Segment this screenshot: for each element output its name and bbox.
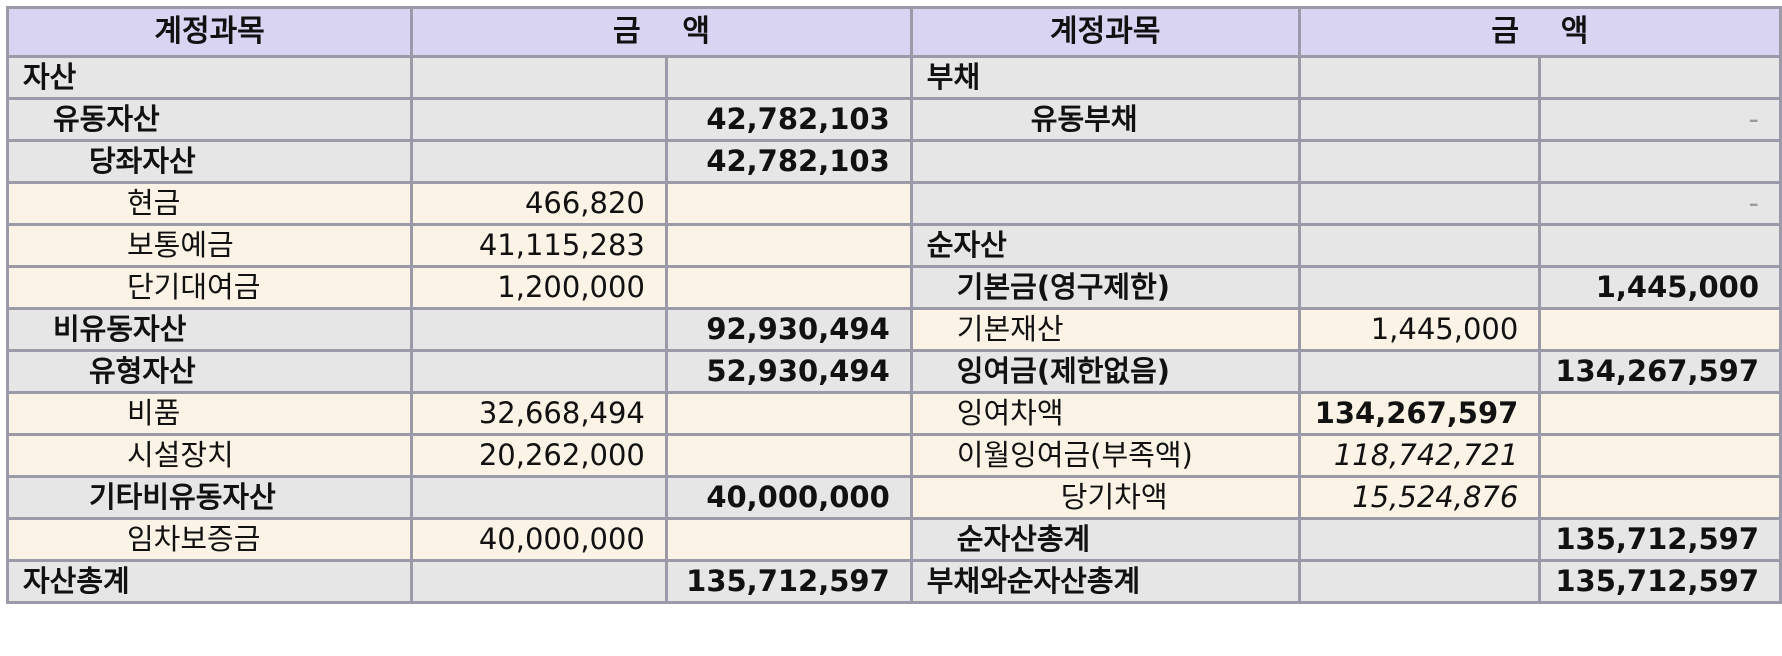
- total-amount: -: [1538, 97, 1782, 142]
- sub-amount: 118,742,721: [1297, 433, 1542, 478]
- total-amount: 135,712,597: [664, 559, 913, 604]
- total-amount: 52,930,494: [664, 349, 913, 394]
- table-row: 기타비유동자산 40,000,000 당기차액 15,524,876: [5, 475, 1782, 520]
- sub-amount: [410, 559, 668, 604]
- total-amount: [664, 181, 913, 226]
- sub-amount: [1297, 349, 1542, 394]
- total-amount: [1538, 307, 1782, 352]
- total-amount: -: [1538, 181, 1782, 226]
- total-amount: [1538, 475, 1782, 520]
- total-amount: 1,445,000: [1538, 265, 1782, 310]
- total-amount: [1538, 391, 1782, 436]
- sub-amount: [1297, 559, 1542, 604]
- right-account-header: 계정과목: [909, 6, 1301, 58]
- sub-amount: 466,820: [410, 181, 668, 226]
- sub-amount: 1,445,000: [1297, 307, 1542, 352]
- sub-amount: [1297, 139, 1542, 184]
- account-name: 잉여차액: [909, 391, 1301, 436]
- total-amount: [1538, 223, 1782, 268]
- total-amount: 92,930,494: [664, 307, 913, 352]
- table-row: 현금 466,820 -: [5, 181, 1782, 226]
- account-name: 이월잉여금(부족액): [909, 433, 1301, 478]
- sub-amount: [1297, 223, 1542, 268]
- balance-sheet-table: 계정과목 금 액 계정과목 금 액 자산 부채 유동자산 42,782,103 …: [5, 6, 1782, 604]
- right-amount-header: 금 액: [1297, 6, 1782, 58]
- account-name: 유동부채: [909, 97, 1301, 142]
- total-amount: 40,000,000: [664, 475, 913, 520]
- sub-amount: [1297, 181, 1542, 226]
- account-name: 자산총계: [5, 559, 414, 604]
- total-amount: [664, 517, 913, 562]
- account-name: 기본금(영구제한): [909, 265, 1301, 310]
- total-amount: 135,712,597: [1538, 517, 1782, 562]
- total-amount: [664, 55, 913, 100]
- account-name: 순자산총계: [909, 517, 1301, 562]
- account-name: 임차보증금: [5, 517, 414, 562]
- account-name: [909, 139, 1301, 184]
- total-amount: [1538, 139, 1782, 184]
- account-name: 순자산: [909, 223, 1301, 268]
- header-row: 계정과목 금 액 계정과목 금 액: [5, 6, 1782, 58]
- account-name: 보통예금: [5, 223, 414, 268]
- account-name: 비품: [5, 391, 414, 436]
- sub-amount: [410, 97, 668, 142]
- sub-amount: 40,000,000: [410, 517, 668, 562]
- account-name: 단기대여금: [5, 265, 414, 310]
- total-amount: [1538, 433, 1782, 478]
- table-row: 시설장치 20,262,000 이월잉여금(부족액) 118,742,721: [5, 433, 1782, 478]
- table-row: 자산 부채: [5, 55, 1782, 100]
- total-amount: 135,712,597: [1538, 559, 1782, 604]
- total-amount: [664, 265, 913, 310]
- total-amount: 42,782,103: [664, 97, 913, 142]
- sub-amount: 134,267,597: [1297, 391, 1542, 436]
- total-amount: [664, 223, 913, 268]
- account-name: 유형자산: [5, 349, 414, 394]
- account-name: [909, 181, 1301, 226]
- sub-amount: [410, 475, 668, 520]
- account-name: 잉여금(제한없음): [909, 349, 1301, 394]
- sub-amount: [410, 307, 668, 352]
- total-amount: 134,267,597: [1538, 349, 1782, 394]
- sub-amount: 32,668,494: [410, 391, 668, 436]
- account-name: 현금: [5, 181, 414, 226]
- total-amount: [664, 433, 913, 478]
- account-name: 유동자산: [5, 97, 414, 142]
- table-row: 단기대여금 1,200,000 기본금(영구제한) 1,445,000: [5, 265, 1782, 310]
- table-row: 당좌자산 42,782,103: [5, 139, 1782, 184]
- table-row: 유형자산 52,930,494 잉여금(제한없음) 134,267,597: [5, 349, 1782, 394]
- total-amount: [664, 391, 913, 436]
- sub-amount: 20,262,000: [410, 433, 668, 478]
- sub-amount: [410, 139, 668, 184]
- account-name: 부채: [909, 55, 1301, 100]
- total-amount: 42,782,103: [664, 139, 913, 184]
- sub-amount: 15,524,876: [1297, 475, 1542, 520]
- account-name: 부채와순자산총계: [909, 559, 1301, 604]
- table-row: 임차보증금 40,000,000 순자산총계 135,712,597: [5, 517, 1782, 562]
- table-row: 자산총계 135,712,597 부채와순자산총계 135,712,597: [5, 559, 1782, 604]
- left-amount-header: 금 액: [410, 6, 913, 58]
- account-name: 자산: [5, 55, 414, 100]
- left-account-header: 계정과목: [5, 6, 414, 58]
- table-row: 보통예금 41,115,283 순자산: [5, 223, 1782, 268]
- sub-amount: [1297, 265, 1542, 310]
- account-name: 기본재산: [909, 307, 1301, 352]
- total-amount: [1538, 55, 1782, 100]
- sub-amount: [1297, 55, 1542, 100]
- sub-amount: [410, 55, 668, 100]
- table-row: 비유동자산 92,930,494 기본재산 1,445,000: [5, 307, 1782, 352]
- account-name: 기타비유동자산: [5, 475, 414, 520]
- account-name: 비유동자산: [5, 307, 414, 352]
- sub-amount: [410, 349, 668, 394]
- account-name: 당기차액: [909, 475, 1301, 520]
- account-name: 당좌자산: [5, 139, 414, 184]
- sub-amount: 41,115,283: [410, 223, 668, 268]
- table-row: 유동자산 42,782,103 유동부채 -: [5, 97, 1782, 142]
- sub-amount: 1,200,000: [410, 265, 668, 310]
- table-row: 비품 32,668,494 잉여차액 134,267,597: [5, 391, 1782, 436]
- sub-amount: [1297, 517, 1542, 562]
- sub-amount: [1297, 97, 1542, 142]
- account-name: 시설장치: [5, 433, 414, 478]
